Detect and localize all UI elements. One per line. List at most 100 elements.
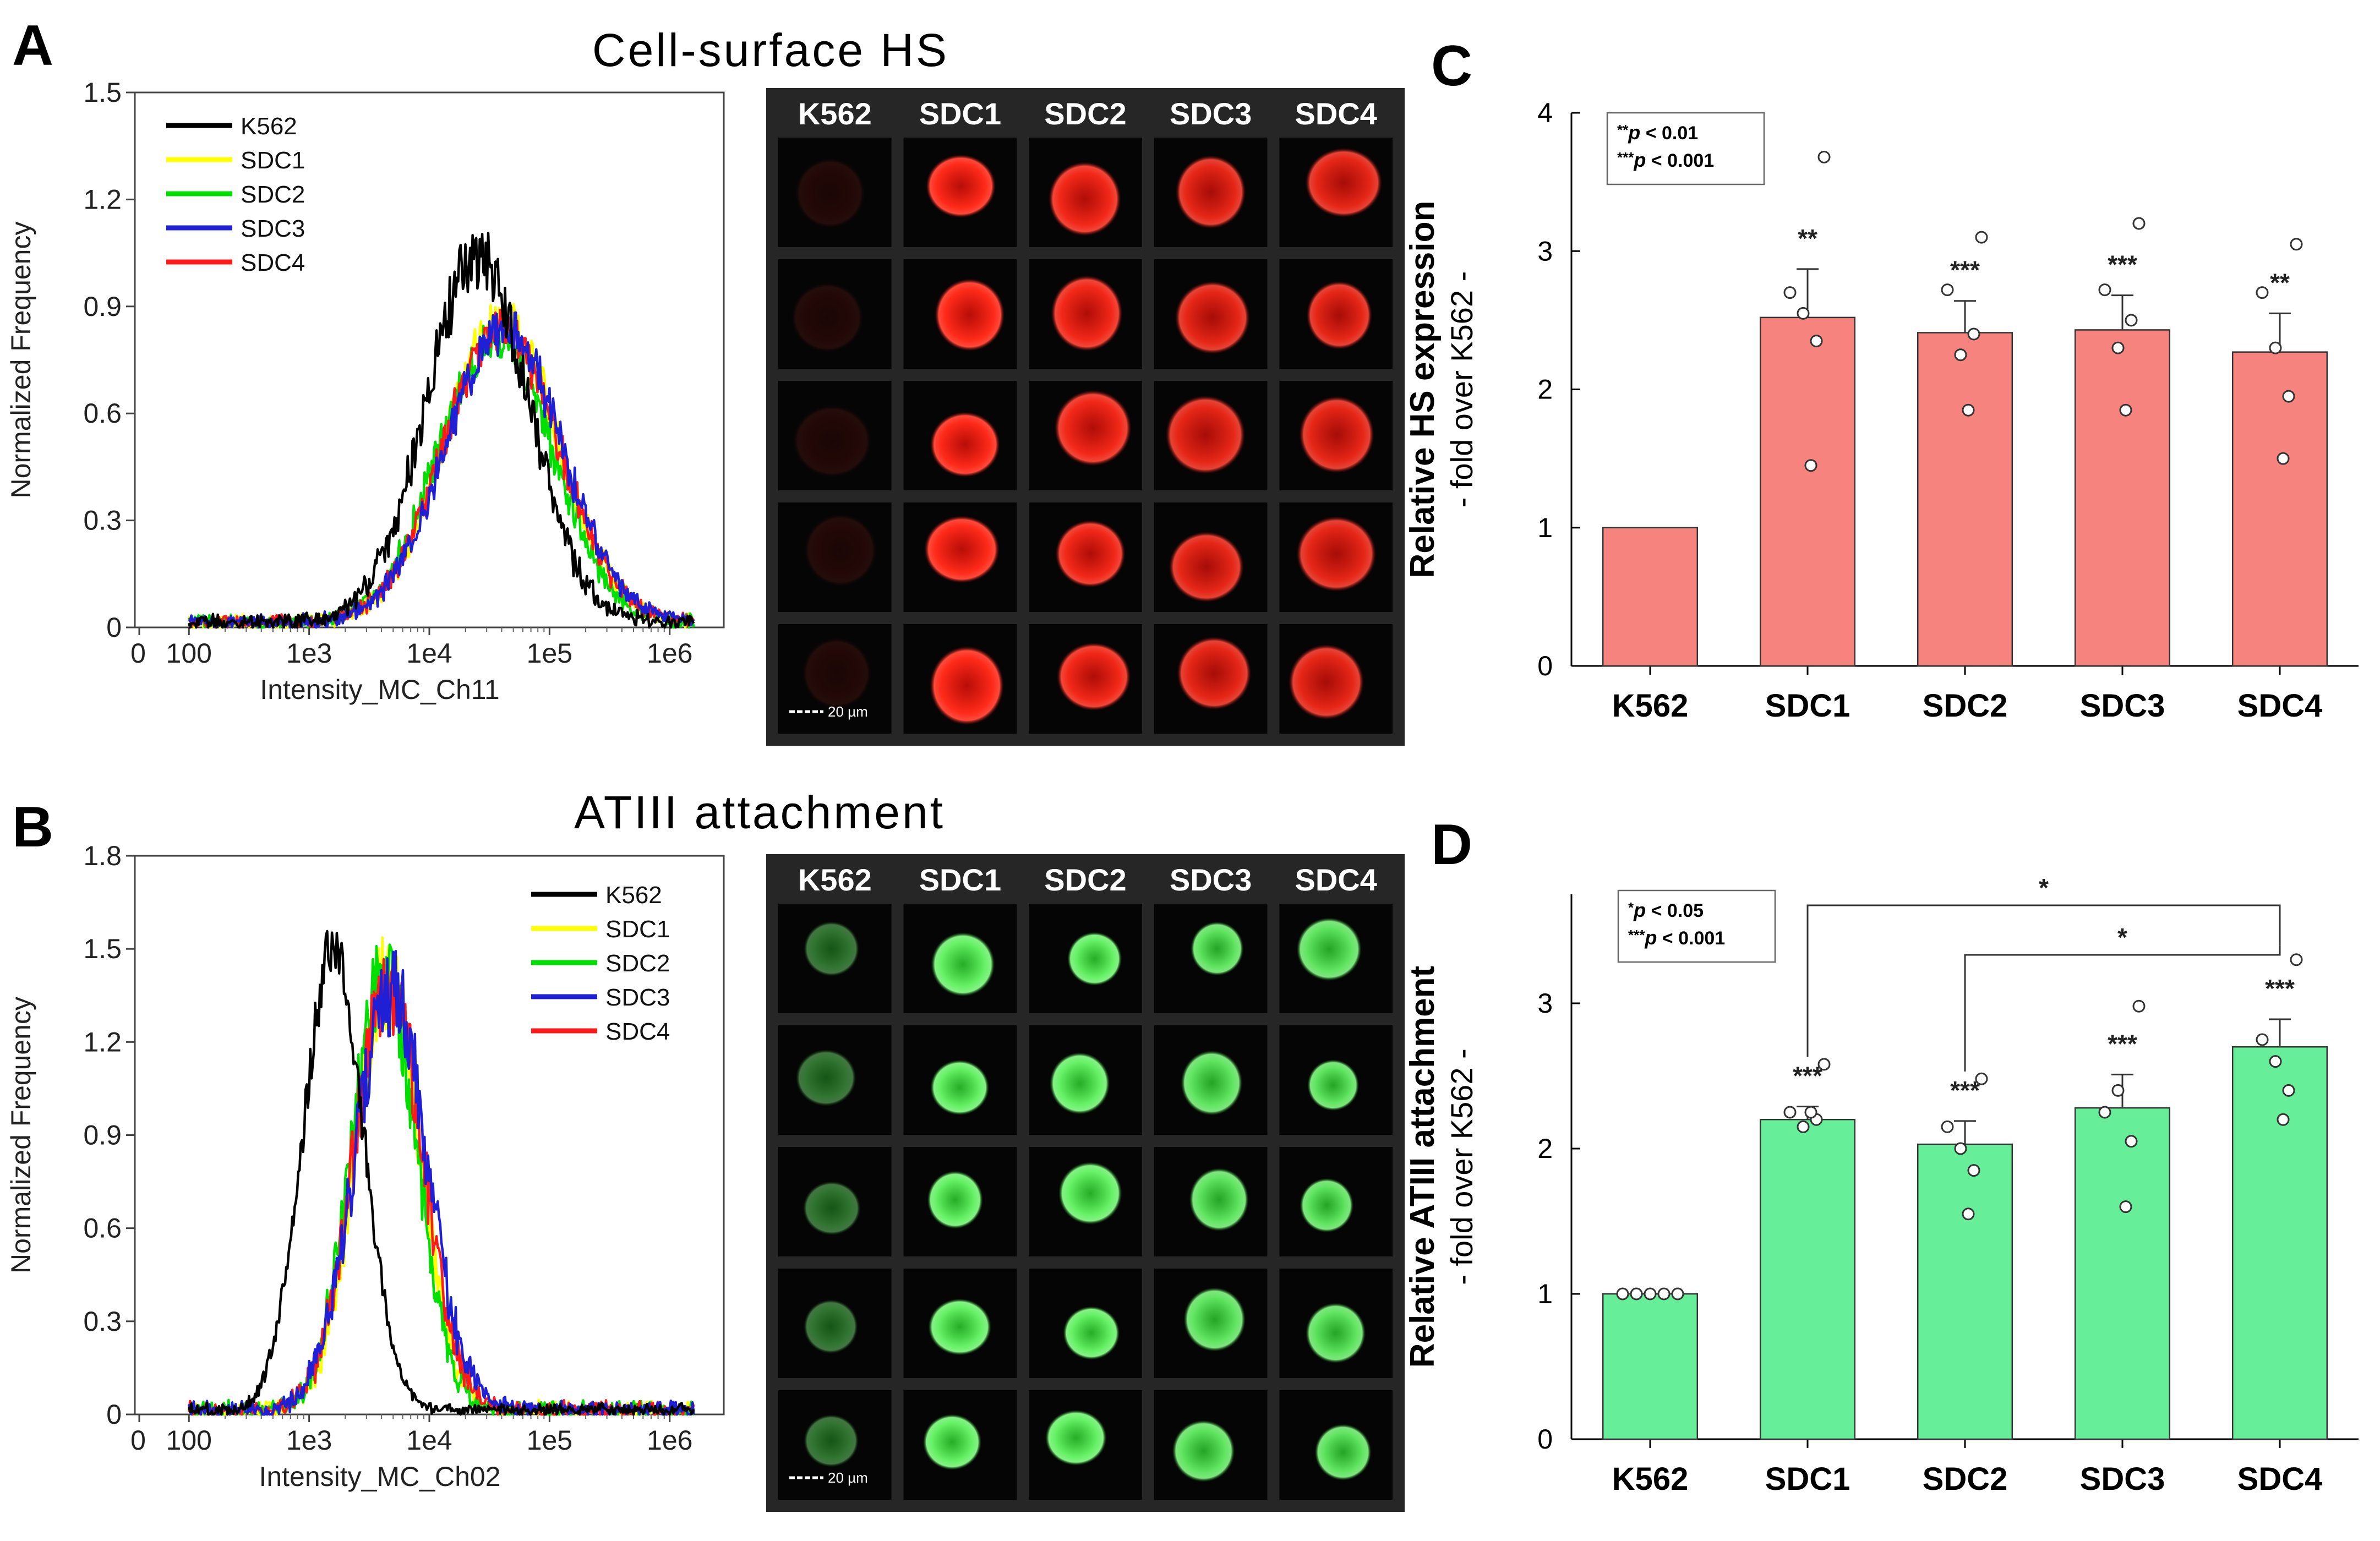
cell-image [1296,917,1362,981]
cell-image [795,158,865,228]
bar-sdc1 [1759,1118,1856,1440]
gallery-header-sdc1: SDC1 [919,862,1001,897]
data-point [1783,1106,1797,1119]
data-point [2098,283,2111,297]
cell-image [1063,1306,1120,1360]
legend-label-k562: K562 [605,882,662,909]
data-point [1630,1287,1643,1300]
histogram-series-sdc4 [188,308,695,629]
ytick-label: 0.3 [83,505,122,536]
histogram-series-k562 [188,930,695,1416]
data-point [2282,1084,2295,1097]
cell-image [803,1181,861,1236]
category-label-sdc1: SDC1 [1765,1461,1850,1497]
data-point [2282,390,2295,403]
pvalue-legend-part: p [1633,899,1646,921]
gallery-header-sdc4: SDC4 [1295,96,1377,131]
xtick-label: 1e6 [647,1425,692,1456]
pvalue-legend-box [1606,112,1765,185]
ytick-label: 4 [1537,97,1553,128]
category-label-sdc3: SDC3 [2080,1461,2165,1497]
pvalue-legend-part: ** [1617,122,1629,138]
histogram-B-ylabel: Normalized Frequency [6,997,36,1274]
data-point [1967,1164,1980,1177]
data-point [2125,314,2138,327]
xtick-label: 1e4 [406,638,452,669]
histogram-series-k562 [188,232,695,629]
cell-image [1045,1409,1107,1466]
bracket-label: * [2039,873,2049,902]
bar-sdc1 [1759,316,1856,667]
cell-image [803,1299,858,1354]
significance-bracket [1806,904,2281,1057]
category-label-k562: K562 [1612,1461,1689,1497]
chart-C-ylabel: Relative HS expression [1404,201,1442,578]
pvalue-legend-part: p [1628,121,1640,144]
ytick-label: 0.9 [83,291,122,322]
ytick-label: 0 [106,612,122,643]
legend-label-sdc3: SDC3 [605,984,670,1011]
data-point [2125,1135,2138,1148]
pvalue-legend-line: ***p < 0.001 [1617,149,1714,171]
gallery-header-sdc1: SDC1 [919,96,1001,131]
data-point [1941,283,1954,297]
cell-image [934,278,1005,352]
ytick-label: 0.3 [83,1306,122,1337]
image-gallery-b: K562 SDC1 SDC2 SDC3 SDC4 20 µm [766,854,1405,1512]
pvalue-legend-part: p [1644,926,1657,949]
panel-b-title: ATIII attachment [574,786,945,838]
histogram-A-xlabel: Intensity_MC_Ch11 [260,674,499,705]
ytick-label: 1 [1537,512,1553,543]
xtick-label: 1e5 [527,1425,572,1456]
cell-image [1305,1303,1366,1364]
gallery-header-k562: K562 [798,862,872,897]
data-point [2290,238,2303,251]
data-point [1954,1142,1967,1155]
bar-k562 [1602,527,1699,667]
ytick-label: 1.5 [83,933,122,964]
xtick-label: 1e4 [406,1425,452,1456]
cell-image [1306,281,1373,349]
cell-image [1288,644,1364,720]
chart-C-ylabel2: - fold over K562 - [1444,271,1479,508]
bar-sdc4 [2231,351,2328,667]
bar-k562 [1602,1293,1699,1440]
xtick-label: 0 [130,1425,146,1456]
significance-sdc2: *** [1950,256,1980,285]
legend-label-sdc2: SDC2 [605,950,670,977]
significance-sdc2: *** [1950,1076,1980,1105]
cell-image [1058,1162,1122,1225]
ytick-label: 0.9 [83,1120,122,1151]
xtick-label: 1e3 [286,1425,332,1456]
cell-image [1050,1052,1110,1114]
cell-image [1172,1420,1235,1482]
cell-image [795,1049,856,1107]
xtick-label: 0 [130,638,146,669]
panel-letter-d: D [1431,813,1472,877]
cell-image [1054,390,1132,466]
cell-image [926,154,996,218]
legend-label-sdc3: SDC3 [241,215,305,242]
ytick-label: 0 [106,1399,122,1430]
cell-image [931,932,995,997]
data-point [2269,1055,2282,1068]
data-point [1975,1072,1988,1085]
gallery-header-sdc2: SDC2 [1044,862,1126,897]
xtick-label: 1e3 [286,638,332,669]
data-point [2277,1113,2290,1126]
data-point [2111,341,2125,354]
ytick-label: 0 [1537,1424,1553,1455]
data-point [2256,1033,2269,1046]
significance-sdc1: *** [1793,1061,1822,1090]
gallery-header-sdc3: SDC3 [1170,96,1252,131]
panel-letter-b: B [12,795,53,859]
cell-image [1191,921,1244,976]
gallery-header-sdc2: SDC2 [1044,96,1126,131]
significance-bracket [1964,945,2281,1072]
data-point [2119,403,2132,417]
ytick-label: 2 [1537,374,1553,405]
data-point [1817,1058,1831,1071]
cell-image [930,1059,990,1116]
pvalue-legend-line: *p < 0.05 [1628,899,1704,921]
